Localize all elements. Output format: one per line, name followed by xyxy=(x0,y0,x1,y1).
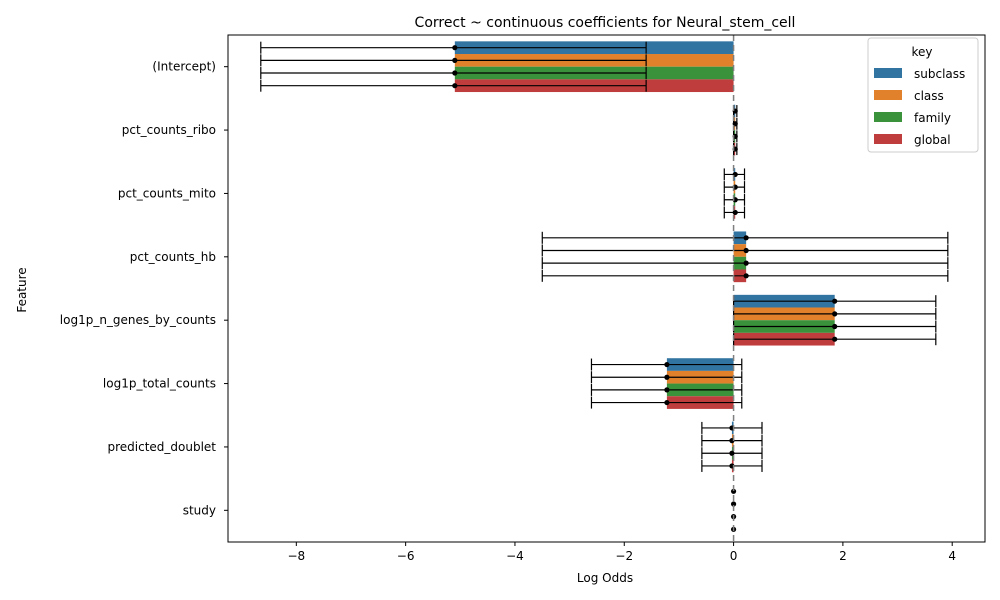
legend-swatch xyxy=(874,90,902,100)
point xyxy=(743,235,749,241)
point xyxy=(730,488,737,494)
point xyxy=(832,323,838,330)
point xyxy=(664,399,670,406)
legend-swatch xyxy=(874,68,902,78)
point xyxy=(452,70,458,76)
point xyxy=(832,298,838,304)
point xyxy=(664,374,670,380)
y-tick-label: log1p_total_counts xyxy=(103,377,216,391)
legend-label: class xyxy=(914,89,944,103)
point xyxy=(664,361,670,368)
x-tick-label: −4 xyxy=(506,549,524,563)
point xyxy=(732,209,738,216)
x-tick-label: −6 xyxy=(397,549,415,563)
point xyxy=(729,450,735,456)
legend-box xyxy=(867,37,979,153)
point xyxy=(743,273,749,279)
point xyxy=(452,45,458,51)
x-axis-label: Log Odds xyxy=(577,571,633,585)
point xyxy=(743,260,749,266)
axes-frame xyxy=(227,34,986,543)
legend-label: global xyxy=(914,133,951,147)
legend-label: family xyxy=(914,111,951,125)
chart-title: Correct ~ continuous coefficients for Ne… xyxy=(415,15,796,31)
y-tick-label: (Intercept) xyxy=(152,60,216,74)
y-tick-label: pct_counts_ribo xyxy=(122,123,216,137)
y-tick-label: predicted_doublet xyxy=(107,440,216,454)
y-tick-label: log1p_n_genes_by_counts xyxy=(60,313,216,327)
x-tick-label: −2 xyxy=(615,549,633,563)
point xyxy=(452,83,458,89)
legend-swatch xyxy=(874,134,902,144)
x-tick-label: 4 xyxy=(948,549,956,563)
plot-area: −8 −6 −4 −2 0 2 4 (Intercept) pct_counts_ribopct… xyxy=(60,34,986,563)
legend: key subclass class family global xyxy=(867,37,979,153)
y-axis-label: Feature xyxy=(15,267,29,312)
y-tick-label: study xyxy=(183,503,216,517)
point xyxy=(743,247,749,254)
legend-swatch xyxy=(874,112,902,122)
point xyxy=(664,387,670,393)
point xyxy=(730,501,737,507)
y-tick-label: pct_counts_mito xyxy=(118,186,216,200)
x-tick-label: −8 xyxy=(287,549,305,563)
x-tick-label: 0 xyxy=(730,549,738,563)
point xyxy=(452,57,458,63)
x-tick-label: 2 xyxy=(839,549,847,563)
y-tick-label: pct_counts_hb xyxy=(130,250,216,264)
point xyxy=(832,336,838,342)
point xyxy=(832,311,838,317)
legend-label: subclass xyxy=(914,67,965,81)
legend-title: key xyxy=(911,45,932,59)
